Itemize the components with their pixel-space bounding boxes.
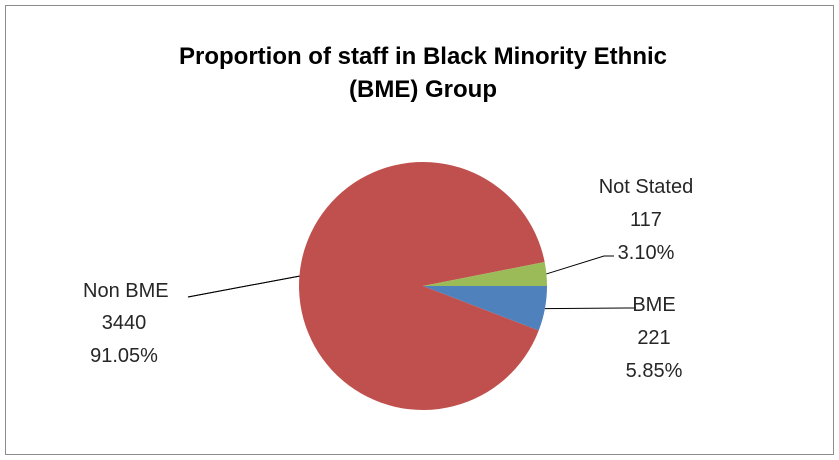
label-bme-value: 221 <box>637 327 670 349</box>
label-not-stated-percent: 3.10% <box>618 242 675 264</box>
leader-line-bme <box>544 307 636 310</box>
pie-chart: Proportion of staff in Black Minority Et… <box>83 43 694 410</box>
leader-lines <box>187 255 636 310</box>
label-bme-percent: 5.85% <box>626 360 683 382</box>
label-non-bme-name: Non BME <box>83 280 169 302</box>
leader-line-non-bme-seg <box>187 275 300 298</box>
chart-title-line-1: Proportion of staff in Black Minority Et… <box>179 43 667 70</box>
label-non-bme-percent: 91.05% <box>90 345 158 367</box>
label-non-bme-value: 3440 <box>102 312 147 334</box>
pie-slice-not-stated <box>423 262 547 286</box>
pie-slice-non-bme <box>298 162 545 410</box>
chart-title-line-2: (BME) Group <box>349 76 497 103</box>
label-bme-name: BME <box>632 294 675 316</box>
chart-area: Proportion of staff in Black Minority Et… <box>5 5 834 455</box>
leader-line-not-stated <box>546 255 614 275</box>
pie-slices <box>298 162 547 410</box>
pie-slice-bme <box>423 286 547 331</box>
label-not-stated-name: Not Stated <box>599 176 694 198</box>
label-not-stated-value: 117 <box>630 209 662 231</box>
